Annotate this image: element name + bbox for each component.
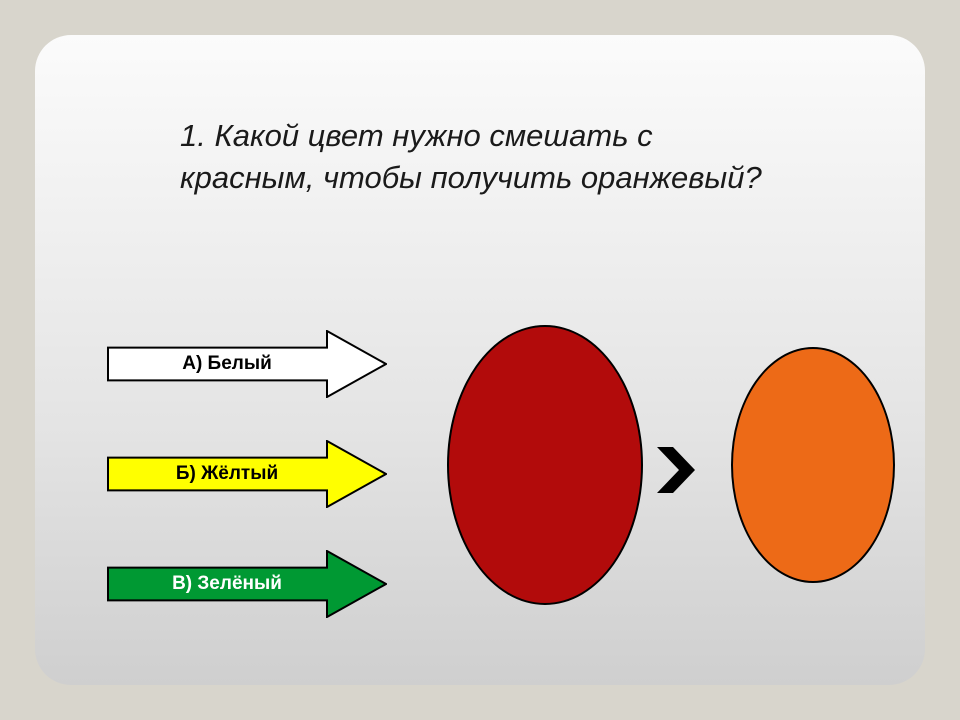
answer-options: А) Белый Б) Жёлтый В) Зелёный	[107, 330, 387, 618]
chevron-right-icon	[655, 445, 697, 495]
red-ellipse	[447, 325, 643, 605]
answer-option-b[interactable]: Б) Жёлтый	[107, 440, 387, 508]
slide-card: 1. Какой цвет нужно смешать с красным, ч…	[35, 35, 925, 685]
answer-label: В) Зелёный	[107, 550, 347, 618]
orange-ellipse	[731, 347, 895, 583]
answer-label: Б) Жёлтый	[107, 440, 347, 508]
answer-label: А) Белый	[107, 330, 347, 398]
answer-option-c[interactable]: В) Зелёный	[107, 550, 387, 618]
question-text: 1. Какой цвет нужно смешать с красным, ч…	[180, 115, 770, 199]
answer-option-a[interactable]: А) Белый	[107, 330, 387, 398]
